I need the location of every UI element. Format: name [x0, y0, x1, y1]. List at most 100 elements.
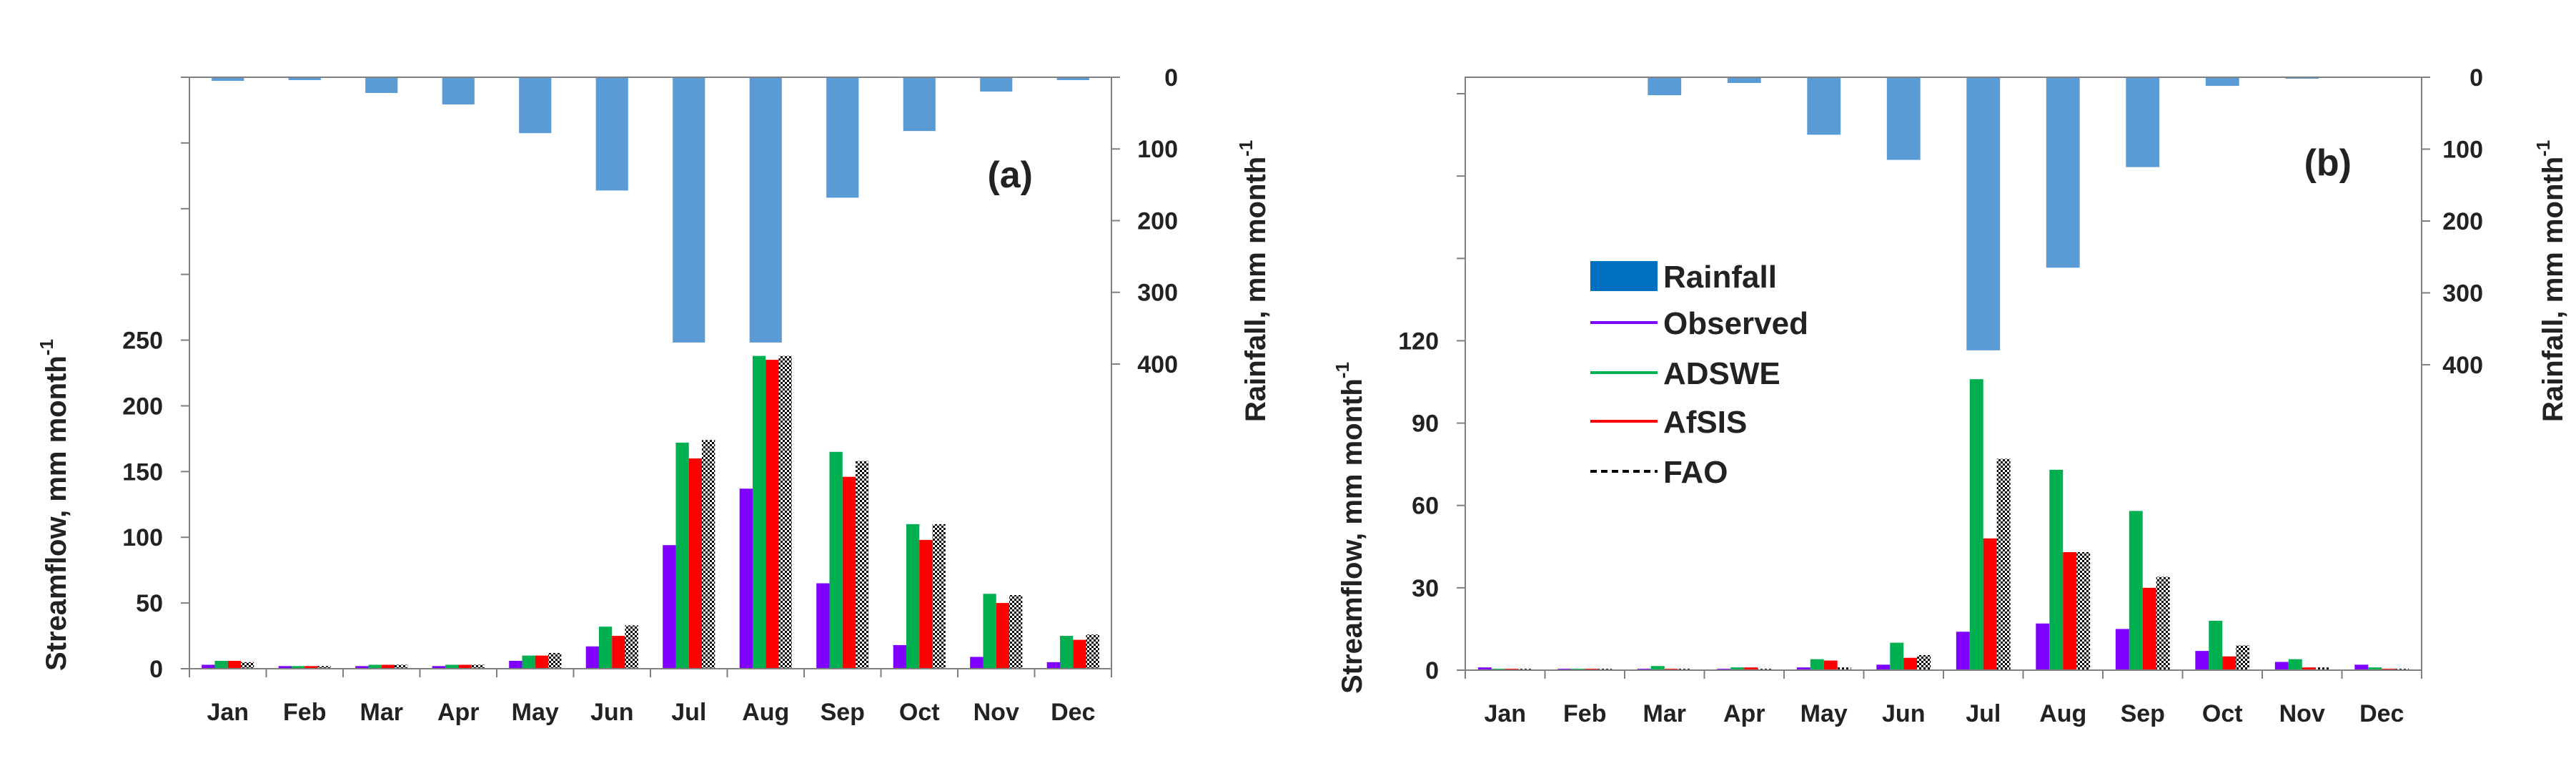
streamflow-bar-a-afsis-apr	[458, 664, 472, 669]
streamflow-bar-a-fao-jan	[241, 662, 254, 669]
month-label-a-apr: Apr	[437, 699, 480, 726]
rainfall-bar-b-sep	[2126, 77, 2160, 167]
streamflow-bar-b-adswe-oct	[2209, 620, 2223, 670]
streamflow-bar-b-afsis-jul	[1983, 538, 1997, 670]
legend-label-afsis: AfSIS	[1663, 405, 1747, 440]
rainfall-axis-title-b: Rainfall, mm month-1	[2532, 140, 2569, 422]
streamflow-bar-b-afsis-aug	[2063, 551, 2077, 670]
streamflow-bar-a-adswe-sep	[829, 451, 843, 669]
rainfall-bar-a-apr	[442, 77, 475, 105]
panel-label-b: (b)	[2304, 142, 2352, 184]
month-label-b-feb: Feb	[1563, 700, 1606, 727]
rainfall-tick-label-b: 100	[2442, 136, 2483, 163]
streamflow-bar-b-adswe-apr	[1730, 667, 1745, 670]
streamflow-axis-title-a: Streamflow, mm month-1	[36, 339, 72, 671]
streamflow-tick-label-a: 250	[122, 328, 163, 355]
rainfall-bar-a-oct	[903, 77, 936, 132]
streamflow-ticks-a: 0 50 100 150 200 250	[122, 77, 189, 683]
month-label-a-dec: Dec	[1051, 699, 1095, 726]
streamflow-bar-a-afsis-feb	[304, 666, 318, 669]
streamflow-bar-b-afsis-oct	[2222, 656, 2236, 670]
month-label-b-jan: Jan	[1484, 700, 1526, 727]
rainfall-tick-label-b: 300	[2442, 280, 2483, 307]
month-label-b-aug: Aug	[2039, 700, 2086, 727]
rainfall-bar-b-may	[1807, 77, 1841, 135]
axes-a	[189, 77, 1112, 669]
streamflow-bar-a-afsis-nov	[996, 603, 1010, 669]
streamflow-bar-a-observed-dec	[1046, 662, 1060, 669]
rainfall-tick-label-a: 400	[1137, 351, 1178, 378]
streamflow-bar-a-fao-apr	[471, 664, 485, 669]
streamflow-bar-a-fao-oct	[932, 524, 946, 669]
streamflow-bar-a-adswe-aug	[752, 355, 766, 669]
streamflow-bar-a-fao-jul	[702, 440, 715, 669]
rainfall-bar-b-nov	[2285, 77, 2319, 79]
month-label-a-may: May	[512, 699, 559, 726]
streamflow-tick-label-b: 30	[1412, 575, 1439, 602]
streamflow-bar-b-adswe-aug	[2049, 469, 2064, 670]
streamflow-bar-a-adswe-apr	[445, 664, 459, 669]
streamflow-bar-b-fao-jul	[1996, 458, 2011, 670]
streamflow-bar-a-observed-aug	[739, 488, 753, 669]
streamflow-bar-a-fao-jun	[625, 625, 638, 669]
streamflow-tick-label-b: 90	[1412, 411, 1439, 438]
streamflow-bar-a-afsis-oct	[919, 539, 933, 669]
streamflow-bar-a-observed-oct	[893, 644, 906, 669]
month-label-a-nov: Nov	[974, 699, 1019, 726]
streamflow-bar-b-afsis-sep	[2142, 587, 2156, 670]
streamflow-bar-a-afsis-jan	[227, 660, 242, 669]
legend-label-rainfall: Rainfall	[1663, 260, 1777, 295]
streamflow-tick-label-a: 50	[136, 590, 163, 617]
streamflow-bar-b-fao-sep	[2156, 576, 2170, 670]
rainfall-bar-a-aug	[749, 77, 782, 343]
month-label-a-jan: Jan	[207, 699, 249, 726]
rainfall-tick-label-b: 400	[2442, 352, 2483, 379]
rainfall-bar-a-may	[519, 77, 552, 134]
streamflow-bar-a-observed-apr	[432, 666, 445, 669]
streamflow-bar-b-adswe-jun	[1890, 642, 1904, 670]
month-label-a-oct: Oct	[899, 699, 940, 726]
rainfall-axis-title-a: Rainfall, mm month-1	[1235, 140, 1272, 422]
streamflow-bar-b-fao-aug	[2076, 551, 2091, 670]
streamflow-bar-a-adswe-may	[522, 655, 535, 669]
streamflow-bar-b-adswe-dec	[2368, 667, 2382, 670]
legend: Rainfall Observed ADSWE AfSIS FAO	[1590, 260, 1808, 490]
rainfall-bar-a-nov	[980, 77, 1013, 92]
rainfall-bars-b	[1488, 77, 2399, 350]
streamflow-axis-title-text-b: Streamflow, mm month	[1337, 378, 1368, 694]
rainfall-tick-label-a: 0	[1164, 64, 1178, 92]
streamflow-bar-b-fao-nov	[2315, 667, 2329, 670]
legend-label-adswe: ADSWE	[1663, 356, 1780, 391]
streamflow-bar-b-afsis-may	[1823, 660, 1838, 670]
streamflow-bar-a-fao-may	[548, 652, 562, 669]
streamflow-axis-title-sup-a: -1	[36, 339, 57, 355]
month-label-b-jun: Jun	[1882, 700, 1925, 727]
rainfall-bars-a	[212, 77, 1089, 343]
streamflow-bar-b-afsis-nov	[2302, 667, 2316, 670]
streamflow-tick-label-b: 0	[1425, 657, 1439, 684]
streamflow-bar-a-adswe-jul	[675, 442, 689, 669]
streamflow-bar-b-observed-jan	[1477, 667, 1492, 670]
streamflow-bar-a-afsis-jul	[688, 458, 703, 669]
streamflow-bar-a-observed-sep	[816, 583, 830, 669]
streamflow-bar-a-adswe-nov	[983, 594, 996, 669]
streamflow-bar-a-fao-sep	[856, 461, 869, 669]
streamflow-axis-title-sup-b: -1	[1332, 362, 1353, 378]
streamflow-tick-label-a: 200	[122, 393, 163, 420]
streamflow-bar-b-afsis-jun	[1903, 657, 1918, 670]
streamflow-bar-a-adswe-jun	[598, 627, 613, 669]
streamflow-tick-label-a: 100	[122, 524, 163, 551]
rainfall-bar-a-jun	[595, 77, 628, 191]
streamflow-bar-b-adswe-nov	[2288, 659, 2302, 670]
streamflow-bar-a-observed-jan	[202, 664, 215, 669]
month-label-a-mar: Mar	[360, 699, 403, 726]
streamflow-bar-a-adswe-feb	[291, 666, 305, 669]
streamflow-bar-a-fao-aug	[778, 355, 792, 669]
legend-swatch-rainfall	[1590, 261, 1658, 291]
streamflow-bar-b-observed-may	[1796, 667, 1810, 670]
streamflow-bar-a-fao-dec	[1086, 634, 1099, 669]
month-label-a-feb: Feb	[283, 699, 326, 726]
streamflow-bar-a-afsis-aug	[766, 360, 779, 669]
streamflow-bar-b-fao-may	[1837, 667, 1851, 670]
